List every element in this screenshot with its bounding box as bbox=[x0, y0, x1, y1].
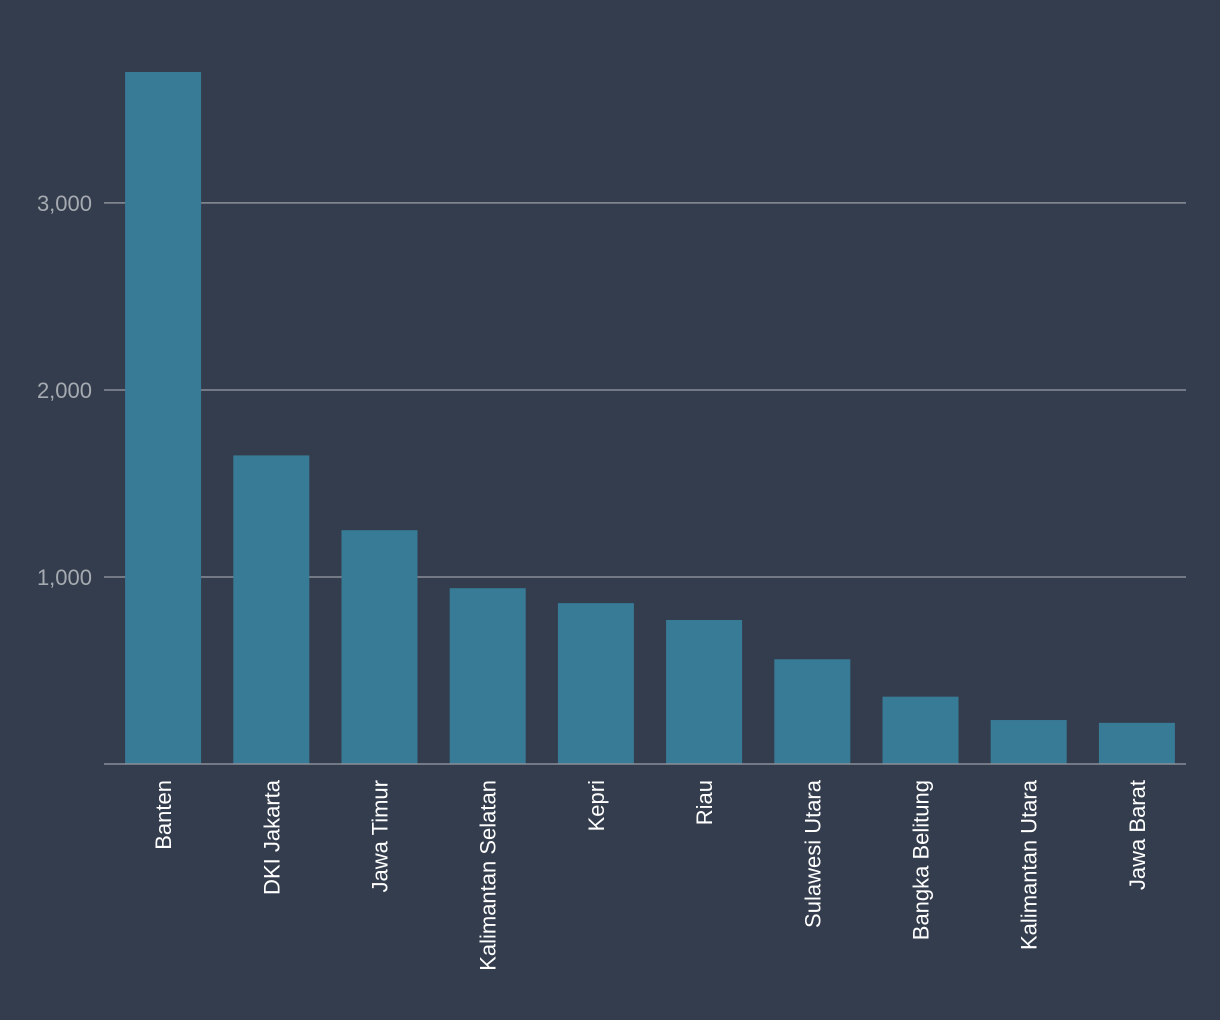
y-tick-label: 2,000 bbox=[37, 378, 92, 403]
category-labels: Banten DKI Jakarta Jawa Timur Kalimantan Se… bbox=[151, 779, 1150, 971]
x-tick-label: Banten bbox=[151, 780, 176, 850]
x-tick-label: Kalimantan Utara bbox=[1017, 779, 1042, 950]
y-tick-label: 1,000 bbox=[37, 565, 92, 590]
bars bbox=[125, 72, 1175, 764]
x-tick-label: Jawa Barat bbox=[1125, 780, 1150, 890]
bar bbox=[233, 455, 310, 764]
bar bbox=[449, 588, 526, 764]
y-axis-ticks: 1,000 2,000 3,000 bbox=[37, 191, 92, 590]
bar bbox=[341, 530, 418, 764]
bar bbox=[666, 619, 743, 764]
x-tick-label: Bangka Belitung bbox=[909, 780, 934, 940]
x-tick-label: Jawa Timur bbox=[368, 780, 393, 892]
bar bbox=[557, 603, 634, 764]
x-tick-label: Sulawesi Utara bbox=[800, 779, 825, 928]
x-tick-label: Kalimantan Selatan bbox=[476, 780, 501, 971]
y-tick-label: 3,000 bbox=[37, 191, 92, 216]
bar bbox=[1098, 722, 1175, 764]
bar bbox=[125, 72, 202, 764]
x-tick-label: DKI Jakarta bbox=[259, 779, 284, 895]
bar bbox=[882, 696, 959, 764]
bar bbox=[774, 659, 851, 764]
bar bbox=[990, 720, 1067, 764]
x-tick-label: Riau bbox=[692, 780, 717, 825]
x-tick-label: Kepri bbox=[584, 780, 609, 831]
